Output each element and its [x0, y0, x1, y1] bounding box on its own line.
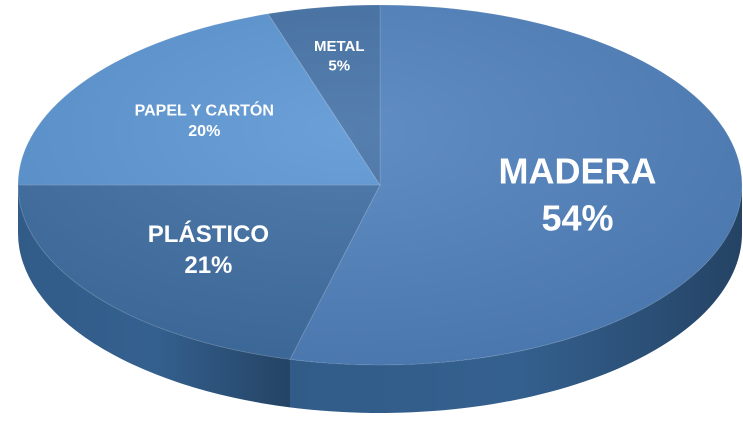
pie-side-shade-madera	[289, 185, 742, 414]
slice-label-plastico: PLÁSTICO	[148, 220, 269, 248]
pie-top-layer	[17, 4, 743, 366]
pie-label-layer: MADERA 54% PLÁSTICO 21% PAPEL Y CARTÓN 20% MET…	[135, 38, 657, 279]
pie-side-shade-plastico	[18, 185, 290, 408]
slice-label-madera: MADERA	[499, 151, 657, 192]
slice-label-papel-y-carton: PAPEL Y CARTÓN	[135, 100, 274, 119]
slice-value-plastico: 21%	[184, 252, 232, 279]
slice-label-metal: METAL	[314, 38, 365, 55]
pie-top-sheen	[18, 5, 742, 365]
pie-side-layer	[18, 185, 742, 414]
slice-value-madera: 54%	[541, 197, 613, 238]
slice-value-metal: 5%	[328, 58, 350, 75]
slice-value-papel-y-carton: 20%	[188, 123, 220, 140]
